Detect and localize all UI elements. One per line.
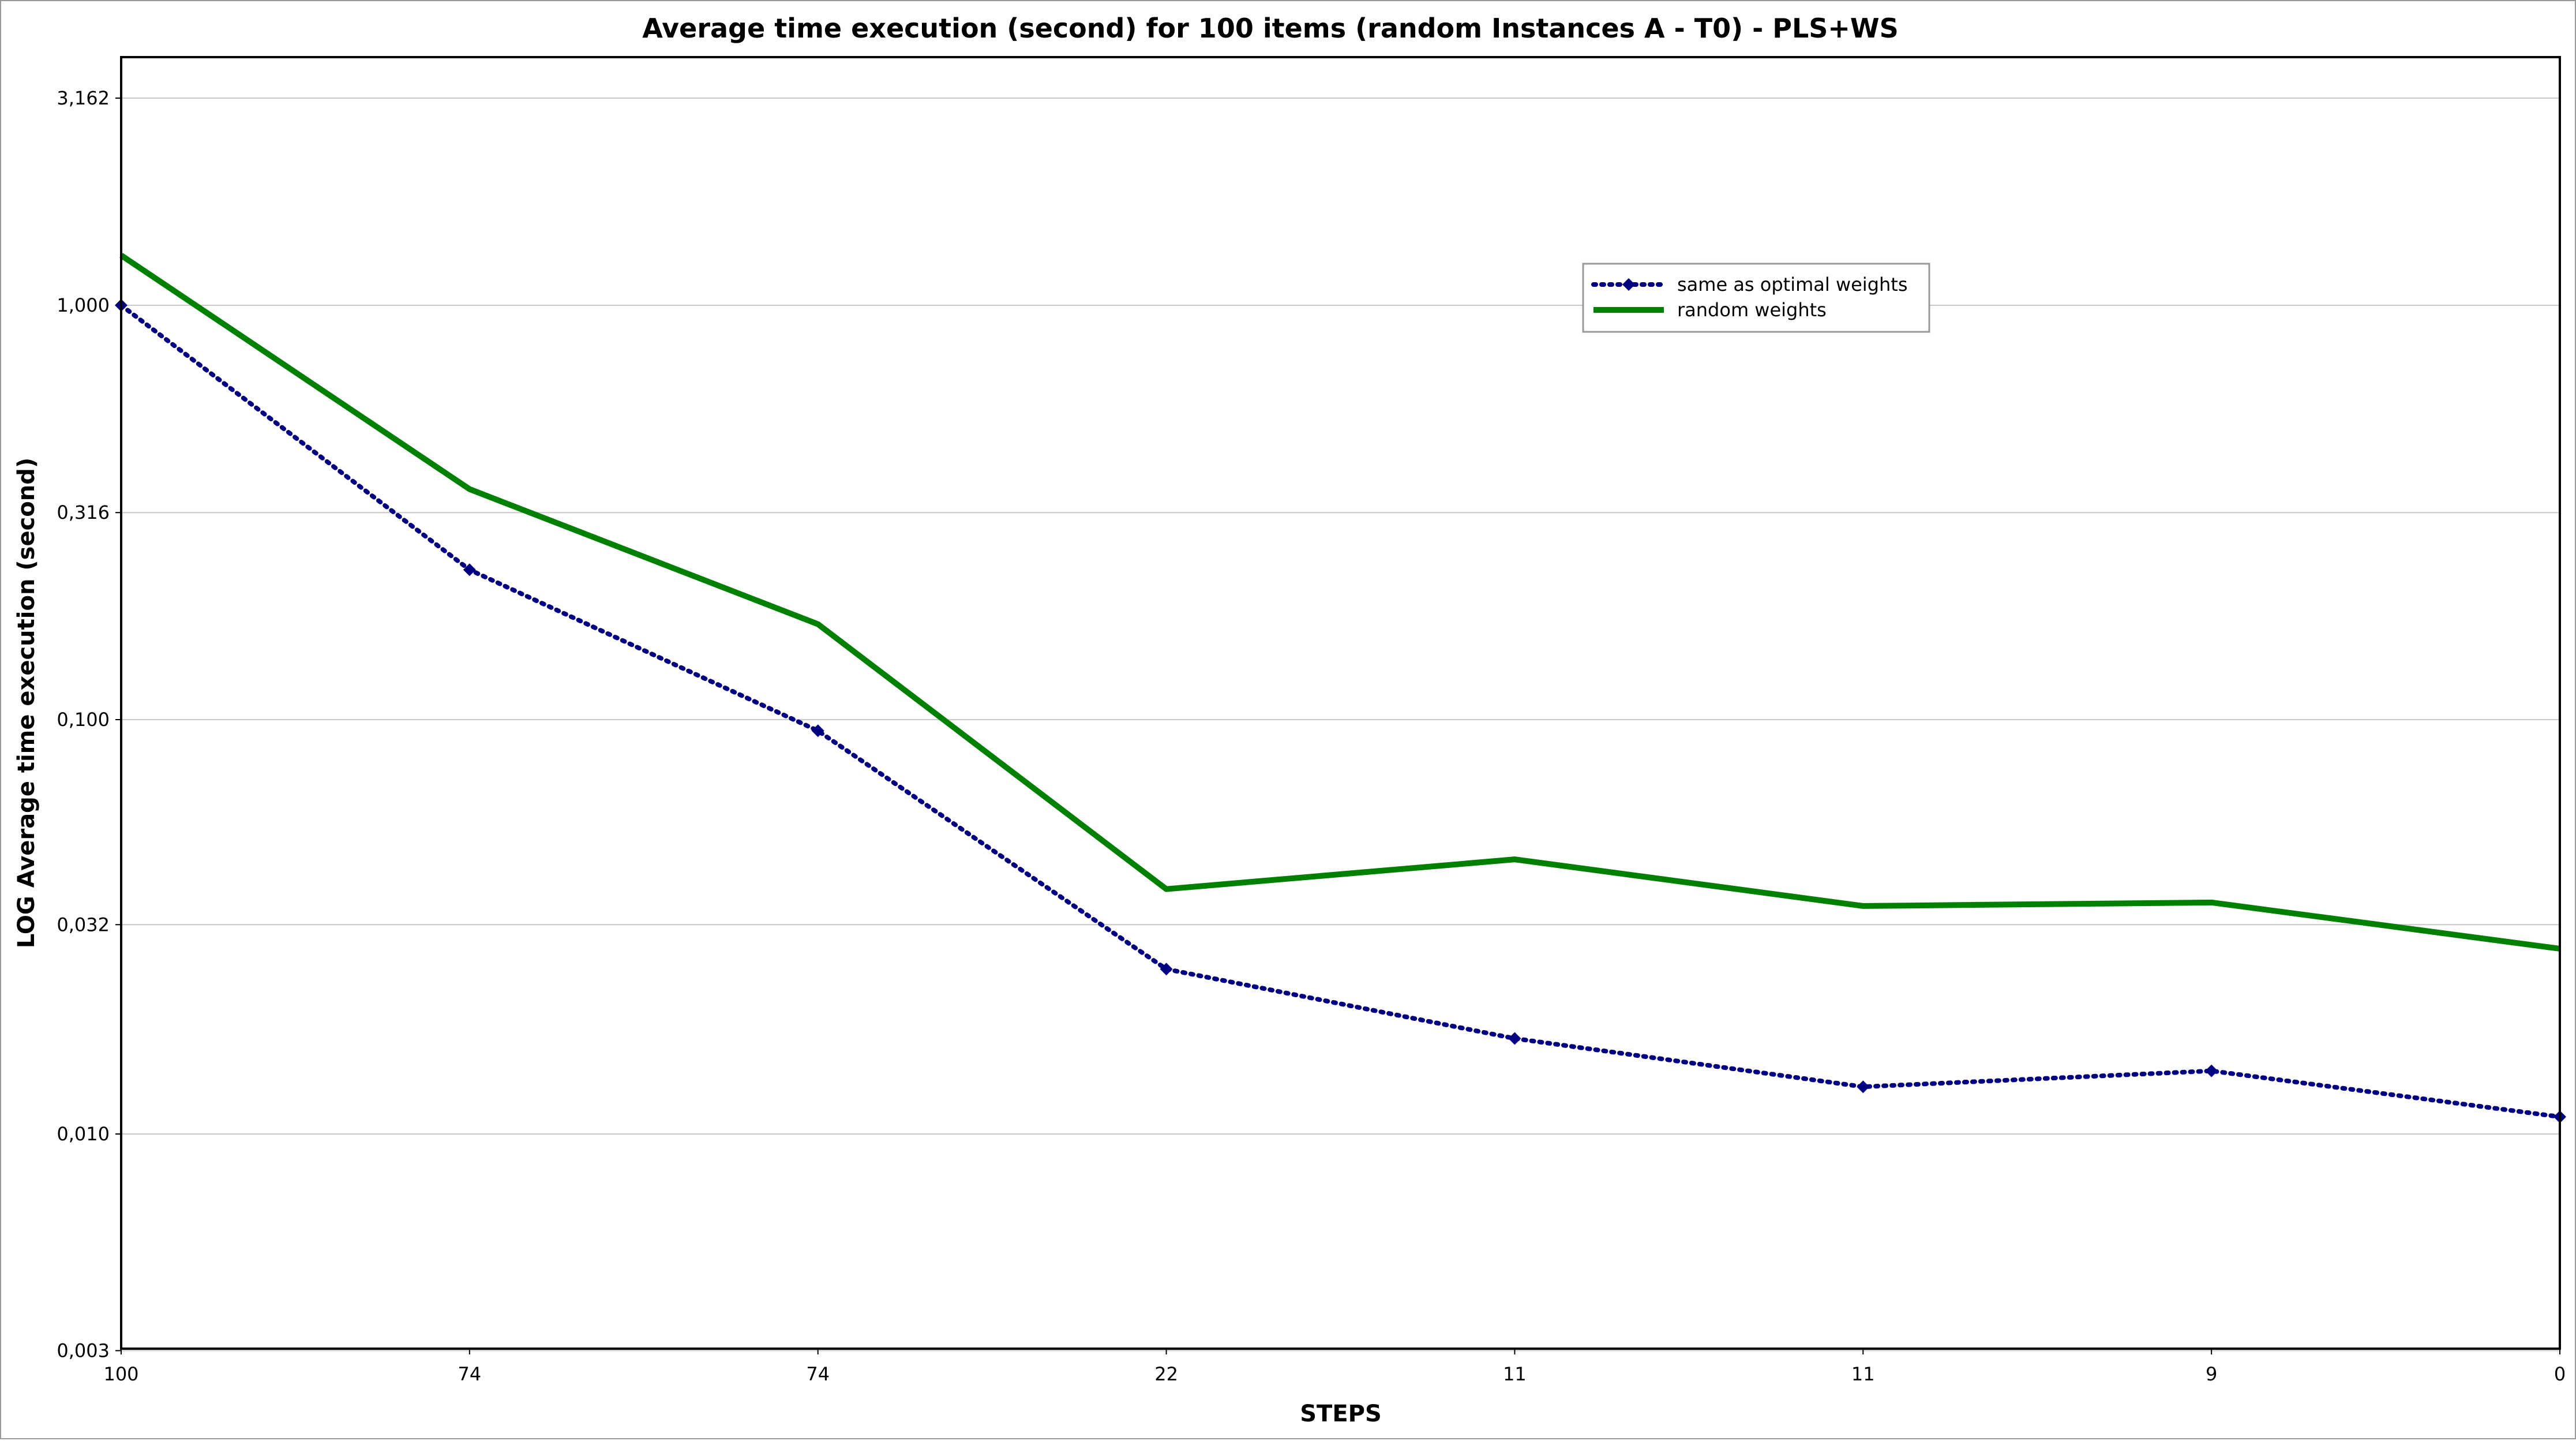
y-tick-label: 1,000	[57, 294, 110, 316]
plot-area-border	[120, 56, 2561, 1350]
x-tick-label: 0	[2554, 1363, 2566, 1385]
y-tick-label: 0,003	[57, 1339, 110, 1361]
x-tick-label: 22	[1154, 1363, 1178, 1385]
data-point-marker	[811, 724, 824, 738]
y-axis-label: LOG Average time execution (second)	[13, 458, 40, 948]
y-tick-label: 0,316	[57, 501, 110, 523]
data-point-marker	[1857, 1080, 1870, 1094]
data-point-marker	[1508, 1032, 1521, 1045]
chart-title: Average time execution (second) for 100 …	[642, 13, 1899, 44]
legend-box	[1582, 263, 1930, 333]
x-tick-label: 11	[1503, 1363, 1527, 1385]
grid-lines	[121, 98, 2560, 1352]
x-tick-label: 74	[806, 1363, 830, 1385]
legend-marker	[1622, 278, 1635, 291]
y-axis-ticks: 3,162 1,000 0,316 0,100 0,032 0,010 0,003	[57, 87, 121, 1361]
data-point-marker	[2205, 1064, 2218, 1077]
y-tick-label: 3,162	[57, 87, 110, 109]
x-axis-label: STEPS	[1300, 1401, 1382, 1427]
y-tick-label: 0,010	[57, 1123, 110, 1145]
y-tick-label: 0,100	[57, 709, 110, 731]
series-line-2	[119, 253, 2560, 952]
x-axis-ticks: 100 74 74 22 11 11 9 0	[103, 1349, 2566, 1385]
series-line-1	[119, 303, 2562, 1120]
legend-label-1: same as optimal weights	[1677, 274, 1908, 295]
data-point-marker	[1160, 963, 1173, 976]
x-tick-label: 100	[103, 1363, 138, 1385]
x-tick-label: 74	[458, 1363, 481, 1385]
legend: same as optimal weights random weights	[1582, 263, 1930, 333]
data-point-marker	[463, 563, 476, 577]
series-layer	[115, 253, 2566, 1124]
legend-label-2: random weights	[1677, 299, 1827, 321]
x-tick-label: 11	[1851, 1363, 1875, 1385]
x-tick-label: 9	[2206, 1363, 2217, 1385]
y-tick-label: 0,032	[57, 914, 110, 935]
